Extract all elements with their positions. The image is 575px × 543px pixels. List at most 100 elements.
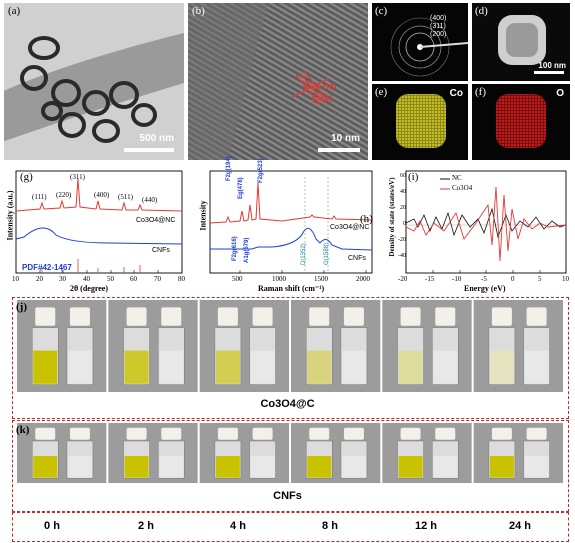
raman-ylabel: Intensity [198,200,208,231]
dos-xlabel: Energy (eV) [464,284,506,293]
panel-f-label: (f) [475,86,486,98]
vial-frame [17,300,107,392]
vial-frame [199,423,289,483]
dos-ylabel: Density of state (states/eV) [388,177,396,257]
xrd-label-pdf: PDF#42-1467 [22,263,72,272]
raman-plot-svg [209,170,373,274]
peak-440: (440) [142,196,158,204]
raman-peak-eg-478: Eg(478) [238,177,244,199]
vial-frame [108,300,198,392]
panel-j-label: (j) [16,301,27,313]
element-co-label: Co [449,88,463,99]
tem-a-svg [4,3,184,160]
xrd-xtick: 10 [12,275,19,283]
panel-d-label: (d) [475,5,488,17]
peak-220: (220) [56,191,72,199]
vial-frame [473,423,563,483]
strip-k-svg [17,423,563,483]
vial-frame [291,300,381,392]
peak-111: (111) [32,193,47,201]
raman-peak-a1g-679: A1g(679) [244,237,250,263]
xrd-label-co3o4nc: Co3O4@NC [136,217,176,224]
raman-xtick: 1000 [272,275,286,283]
raman-peak-g: G(1588) [324,242,330,265]
raman-peak-d: D(1352) [301,243,307,265]
lattice-plane-label: (311) [312,93,333,103]
vial-strip-j [16,300,564,392]
dos-ytick: 20 [400,205,406,211]
dos-plot-svg [405,170,567,274]
peak-400: (400) [94,191,110,199]
raman-peak-f2g-616: F2g(616) [232,236,238,261]
panel-b-label: (b) [192,5,205,17]
time-label: 24 h [508,520,531,532]
scale-bar-b-label: 10 nm [331,133,360,144]
vial-frame [17,423,107,483]
panel-c-label: (c) [375,5,388,17]
dos-xtick: 5 [538,275,542,283]
element-o-label: O [556,88,564,99]
haadf-image-d: (d) 100 nm [472,3,570,81]
saed-pattern-c: (c) (400) (311) (200) [372,3,468,81]
hrtem-image-b: (b) 0.24 nm (311) 10 nm [188,3,368,160]
vial-frame [382,300,472,392]
vial-frame [291,423,381,483]
xrd-xtick: 70 [154,275,161,283]
eds-o-svg [496,94,546,148]
xrd-xtick: 80 [178,275,185,283]
dos-xtick: 0 [511,275,515,283]
saed-c-svg [390,17,468,77]
xrd-label-cnfs: CNFs [152,247,170,254]
peak-311: (311) [70,173,85,181]
eds-map-o: (f) O [472,84,570,160]
vial-frame [473,300,563,392]
xrd-xtick: 60 [130,275,137,283]
dos-ytick: 40 [400,189,406,195]
xrd-xtick: 40 [83,275,90,283]
time-label: 8 h [322,520,338,532]
hrtem-b-svg [188,3,368,160]
panel-g-label: (g) [20,171,33,183]
strip-j-caption: Co3O4@C [260,398,315,410]
xrd-plot-svg [15,170,183,274]
time-label: 2 h [138,520,154,532]
scale-bar-d-label: 100 nm [538,61,566,70]
dos-legend-co3o4: Co3O4 [452,184,473,192]
dos-ytick: 60 [400,173,406,179]
eds-co-svg [396,94,446,148]
panel-h-label: (h) [360,213,373,225]
panel-k-label: (k) [16,424,30,436]
haadf-d-svg [498,15,564,74]
time-label: 4 h [230,520,246,532]
dos-ytick: -40 [398,253,406,259]
dos-xtick: -20 [398,275,408,283]
raman-plot-h: (h) F2g(194) Eg(478) F2g(523) F2g(616) A… [192,156,382,295]
xrd-xtick: 20 [36,275,43,283]
dos-xtick: -15 [425,275,435,283]
raman-label-co3o4nc: Co3O4@NC [330,224,370,231]
dos-ytick: 0 [403,221,406,227]
raman-xlabel: Raman shift (cm⁻¹) [258,284,325,293]
dos-legend-nc: NC [452,174,462,182]
raman-peak-f2g-194: F2g(194) [226,156,232,181]
panel-a-label: (a) [8,5,21,17]
vial-strip-k [16,423,564,483]
time-label: 0 h [44,520,60,532]
xrd-xtick: 30 [59,275,66,283]
saed-ring-400: (400) [430,15,447,22]
dos-ytick: -20 [398,237,406,243]
strip-k-caption: CNFs [273,490,302,502]
saed-ring-311: (311) [430,23,446,30]
vial-frame [382,423,472,483]
d-spacing-label: 0.24 nm [303,81,337,91]
raman-xtick: 2000 [356,275,370,283]
xrd-xlabel: 2θ (degree) [70,284,109,293]
tem-image-a: (a) 500 nm [4,3,184,160]
raman-xtick: 1500 [314,275,328,283]
xrd-xtick: 50 [107,275,114,283]
vial-frame [108,423,198,483]
vial-frame [199,300,289,392]
panel-e-label: (e) [375,86,388,98]
time-row-box [12,512,569,542]
strip-j-svg [17,300,563,392]
